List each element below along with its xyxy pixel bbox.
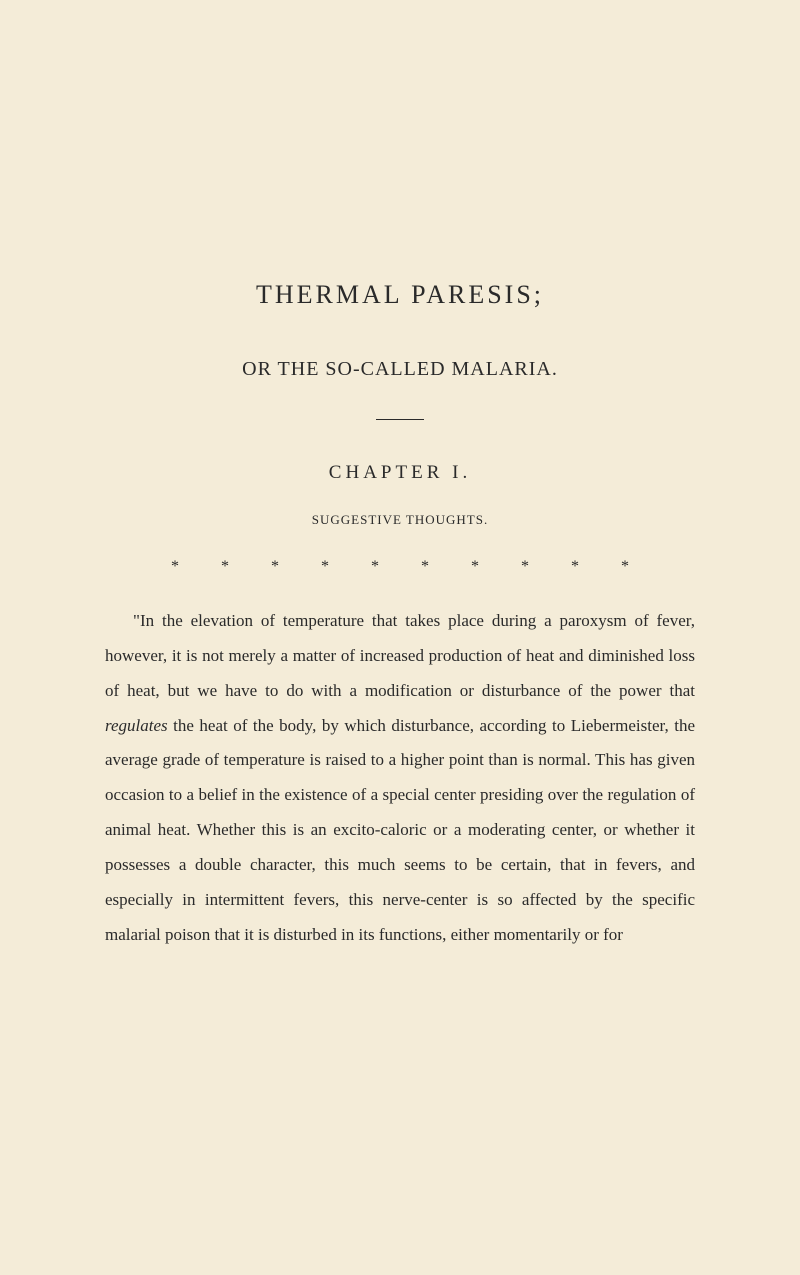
body-paragraph: "In the elevation of temperature that ta… (105, 604, 695, 952)
chapter-heading: CHAPTER I. (105, 462, 695, 484)
divider-rule (376, 419, 424, 420)
title-sub: OR THE SO-CALLED MALARIA. (105, 358, 695, 381)
body-suffix: the heat of the body, by which disturban… (105, 716, 695, 944)
asterisk-row: * * * * * * * * * * (105, 558, 695, 576)
section-heading: SUGGESTIVE THOUGHTS. (105, 512, 695, 528)
page-container: THERMAL PARESIS; OR THE SO-CALLED MALARI… (0, 0, 800, 1012)
body-prefix: "In the elevation of temperature that ta… (105, 611, 695, 700)
body-italic-word: regulates (105, 716, 168, 735)
title-main: THERMAL PARESIS; (105, 280, 695, 310)
